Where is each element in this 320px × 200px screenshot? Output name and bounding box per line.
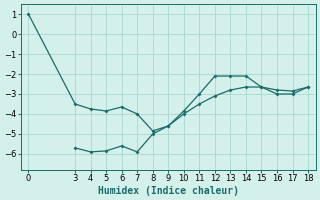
X-axis label: Humidex (Indice chaleur): Humidex (Indice chaleur) xyxy=(98,186,239,196)
